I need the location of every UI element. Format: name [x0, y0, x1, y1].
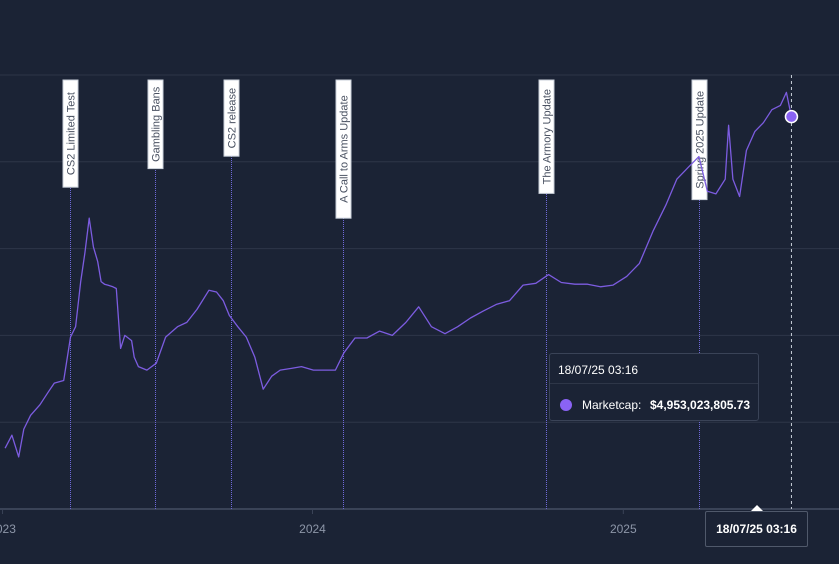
x-tick-label: 2024 — [299, 522, 326, 536]
x-tick-label: 2025 — [610, 522, 637, 536]
annotation-tag: CS2 release — [223, 79, 240, 157]
annotation-label: The Armory Update — [542, 89, 554, 184]
tooltip-title: 18/07/25 03:16 — [558, 363, 639, 377]
annotation-box — [691, 79, 708, 201]
series-color-dot — [560, 399, 572, 411]
annotation-tag: Gambling Bans — [147, 79, 164, 170]
annotation-label: CS2 release — [227, 88, 239, 149]
crosshair-date-label: 18/07/25 03:16 — [705, 511, 808, 547]
annotation-tag: A Call to Arms Update — [335, 79, 352, 219]
annotation-label: Spring 2025 Update — [695, 91, 707, 189]
gridlines — [0, 74, 839, 510]
annotation-tag: The Armory Update — [538, 79, 555, 194]
annotation-tag: Spring 2025 Update — [691, 79, 708, 201]
annotation-box — [62, 79, 79, 188]
annotation-box — [538, 79, 555, 194]
tooltip-divider — [550, 383, 758, 384]
tooltip: 18/07/25 03:16 Marketcap: $4,953,023,805… — [549, 353, 759, 421]
tooltip-series-label: Marketcap: — [582, 398, 642, 412]
annotation-box — [147, 79, 164, 170]
hover-point-marker[interactable] — [784, 109, 799, 124]
tooltip-value: $4,953,023,805.73 — [650, 398, 751, 412]
annotation-box — [223, 79, 240, 157]
crosshair — [784, 75, 799, 509]
annotation-label: CS2 Limited Test — [66, 92, 78, 175]
event-annotations: CS2 Limited Test Gambling Bans CS2 release… — [62, 79, 708, 509]
annotation-box — [335, 79, 352, 219]
annotation-label: A Call to Arms Update — [339, 95, 351, 203]
annotation-tag: CS2 Limited Test — [62, 79, 79, 188]
marketcap-series — [4, 91, 793, 458]
marketcap-line — [4, 91, 793, 458]
annotation-label: Gambling Bans — [151, 86, 163, 162]
x-axis: 2023 2024 2025 — [0, 509, 637, 536]
x-tick-label: 2023 — [0, 522, 16, 536]
crosshair-notch-icon — [751, 505, 763, 511]
